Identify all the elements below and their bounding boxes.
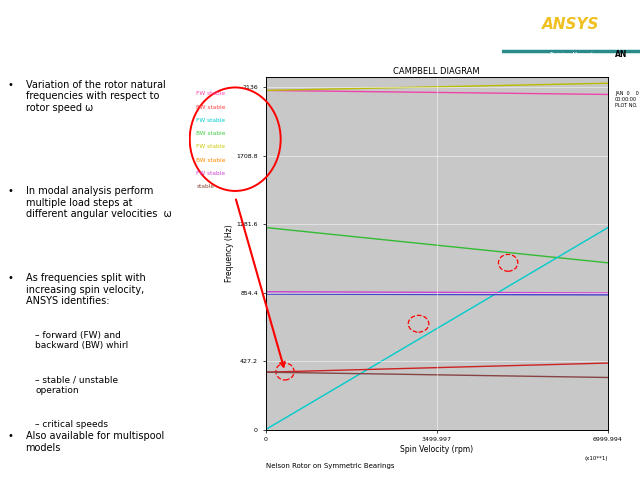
Text: stable: stable <box>196 184 214 189</box>
Text: Nelson Rotor on Symmetric Bearings: Nelson Rotor on Symmetric Bearings <box>266 463 394 469</box>
Text: 1-29: 1-29 <box>309 459 331 469</box>
Text: Variation of the rotor natural
frequencies with respect to
rotor speed ω: Variation of the rotor natural frequenci… <box>26 80 165 113</box>
Y-axis label: Frequency (Hz): Frequency (Hz) <box>225 224 234 282</box>
Text: BW stable: BW stable <box>196 157 226 163</box>
Text: FW stable: FW stable <box>196 91 225 96</box>
Text: FW stable: FW stable <box>196 118 225 123</box>
Text: FW stable: FW stable <box>196 171 225 176</box>
Text: (x10**1): (x10**1) <box>584 456 608 461</box>
Text: •: • <box>8 80 13 90</box>
Text: – critical speeds: – critical speeds <box>35 420 108 429</box>
Text: •: • <box>8 186 13 196</box>
Text: Also available for multispool
models: Also available for multispool models <box>26 432 164 453</box>
X-axis label: Spin Velocity (rpm): Spin Velocity (rpm) <box>400 445 474 454</box>
Text: – stable / unstable
operation: – stable / unstable operation <box>35 375 118 395</box>
Text: JAN  0    0
00:00:00
PLOT NO.   1: JAN 0 0 00:00:00 PLOT NO. 1 <box>615 91 640 108</box>
Text: ANSYS: ANSYS <box>543 17 600 33</box>
Text: April 30, 2009
Inventory #002764: April 30, 2009 Inventory #002764 <box>580 458 634 470</box>
Text: BW stable: BW stable <box>196 131 226 136</box>
Text: •: • <box>8 432 13 442</box>
Text: – forward (FW) and
backward (BW) whirl: – forward (FW) and backward (BW) whirl <box>35 331 129 350</box>
Text: AN: AN <box>615 50 627 59</box>
Text: ANSYS, Inc. Proprietary
© 2009 ANSYS, Inc.  All rights reserved.: ANSYS, Inc. Proprietary © 2009 ANSYS, In… <box>6 458 116 471</box>
Title: CAMPBELL DIAGRAM: CAMPBELL DIAGRAM <box>394 67 480 76</box>
Text: As frequencies split with
increasing spin velocity,
ANSYS identifies:: As frequencies split with increasing spi… <box>26 273 145 306</box>
Text: BW stable: BW stable <box>196 105 226 109</box>
Text: Campbell diagrams & whirl: Campbell diagrams & whirl <box>10 24 283 41</box>
Text: Training Manual: Training Manual <box>549 52 593 57</box>
Text: In modal analysis perform
multiple load steps at
different angular velocities  ω: In modal analysis perform multiple load … <box>26 186 172 219</box>
Text: FW stable: FW stable <box>196 144 225 149</box>
Text: •: • <box>8 273 13 283</box>
